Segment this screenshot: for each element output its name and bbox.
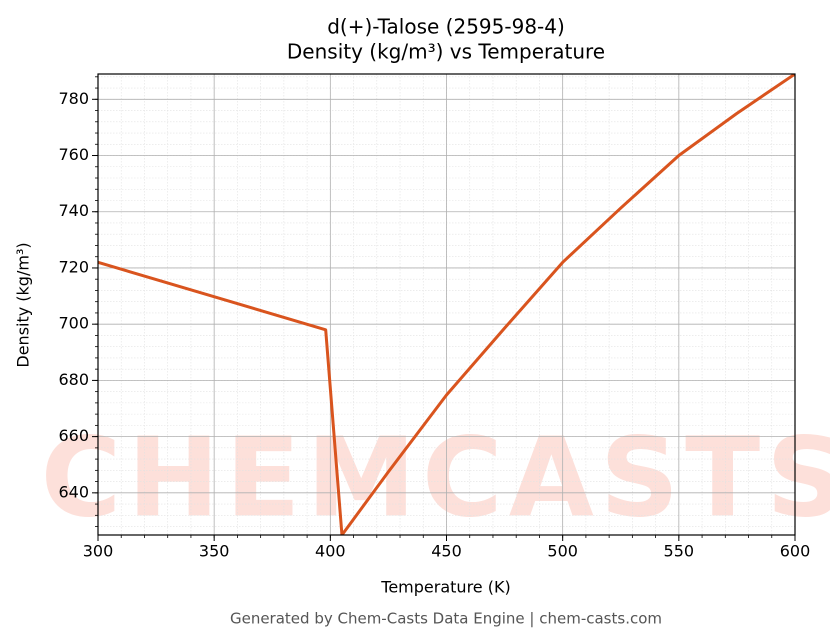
x-tick-label: 550 (664, 542, 695, 561)
footer: Generated by Chem-Casts Data Engine | ch… (230, 610, 662, 628)
x-tick-label: 600 (780, 542, 811, 561)
data-line (98, 74, 795, 535)
y-axis-label: Density (kg/m³) (14, 242, 33, 367)
watermark: CHEMCASTS (41, 413, 830, 541)
y-tick-label: 720 (58, 257, 89, 276)
y-tick-label: 780 (58, 89, 89, 108)
y-tick-label: 740 (58, 201, 89, 220)
x-axis-label: Temperature (K) (380, 578, 510, 597)
x-tick-label: 350 (199, 542, 230, 561)
chart-subtitle: Density (kg/m³) vs Temperature (287, 40, 605, 64)
chart-title: d(+)-Talose (2595-98-4) (327, 15, 565, 39)
x-tick-label: 450 (431, 542, 462, 561)
y-tick-label: 700 (58, 314, 89, 333)
y-tick-label: 660 (58, 426, 89, 445)
x-tick-label: 500 (547, 542, 578, 561)
x-tick-label: 400 (315, 542, 346, 561)
x-tick-label: 300 (83, 542, 114, 561)
plot-frame (97, 73, 796, 536)
y-tick-label: 760 (58, 145, 89, 164)
y-tick-label: 680 (58, 370, 89, 389)
y-tick-label: 640 (58, 482, 89, 501)
